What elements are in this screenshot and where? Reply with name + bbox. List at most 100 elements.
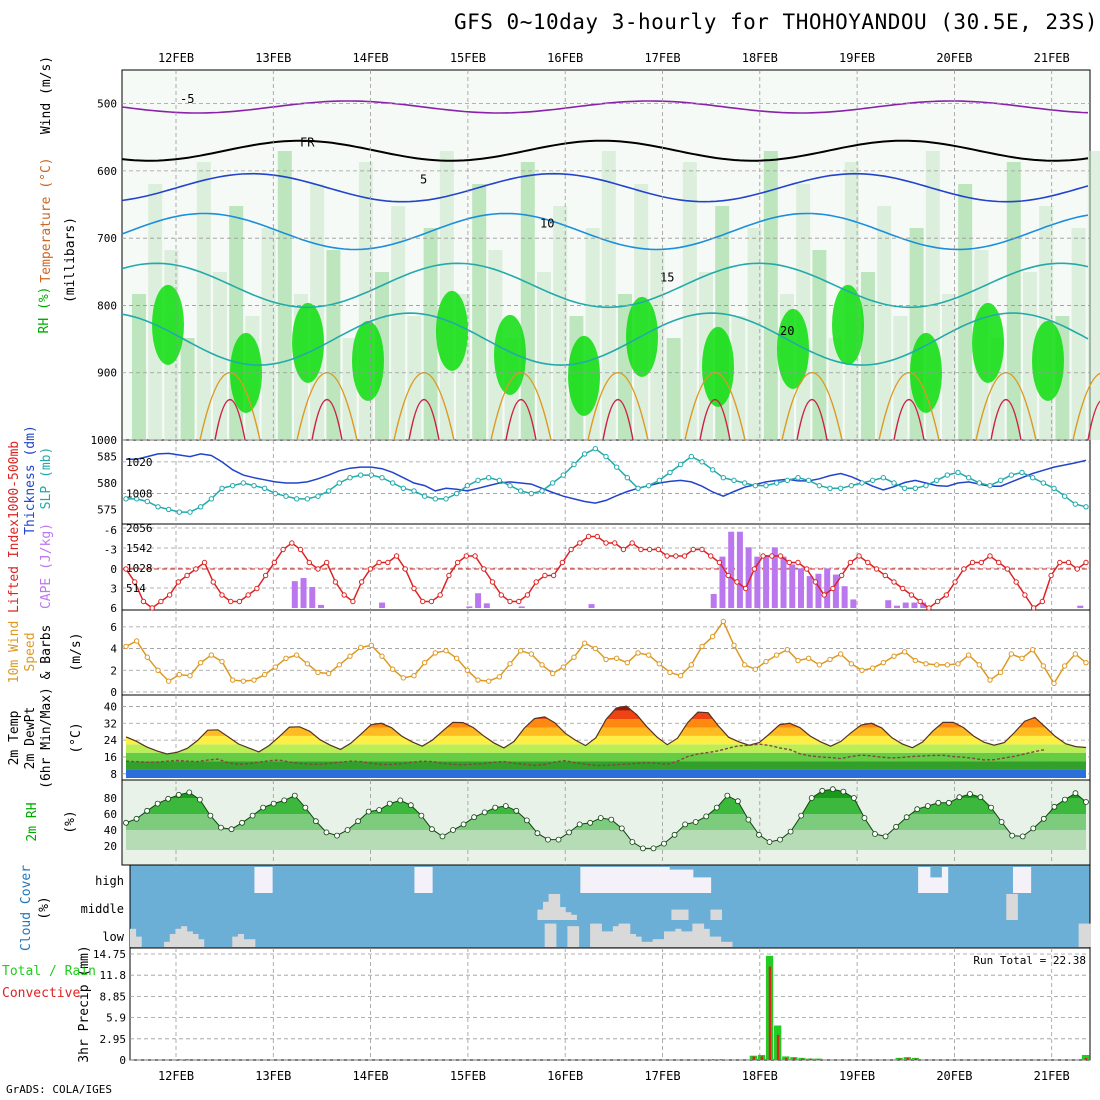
rh-point — [281, 797, 288, 804]
slp-line-point — [464, 482, 471, 489]
slp-line-point — [859, 480, 865, 486]
lifted-index-line-point — [1048, 572, 1054, 579]
lifted-index-line-point — [481, 566, 487, 572]
lifted-index-line-point — [411, 585, 417, 592]
lifted-index-line-point — [690, 546, 696, 553]
slp-line-point — [272, 490, 279, 497]
lifted-index-line-point — [454, 559, 461, 566]
cloud-low-cell — [658, 939, 665, 947]
rh-point — [502, 803, 509, 809]
wind-speed-line-point — [571, 654, 577, 660]
cloud-middle-cell — [671, 909, 678, 920]
warm-contour — [587, 372, 649, 441]
lifted-index-line-point — [228, 598, 234, 605]
rh-shading — [520, 162, 535, 440]
rh-high-patch — [972, 302, 1004, 383]
wind-speed-line-point — [741, 662, 748, 668]
rh-high-patch — [568, 335, 600, 416]
lifted-index-line-point — [664, 553, 670, 559]
lifted-index-line-point — [271, 559, 278, 566]
precip-convective-bar — [752, 1056, 755, 1060]
li-tick: 3 — [110, 583, 117, 596]
slp-line-point — [155, 504, 161, 510]
slp-line-point — [560, 472, 567, 478]
cloud-low-cell — [686, 931, 693, 947]
label-thickness-unit: Thickness (dm) — [23, 425, 38, 535]
slp-line-point — [315, 493, 321, 499]
wind-speed-line-point — [933, 662, 940, 668]
lifted-index-line-point — [358, 579, 365, 585]
wind-speed-line-point — [837, 651, 844, 657]
cape-tick: 1028 — [126, 562, 153, 575]
rh-point — [1062, 796, 1068, 803]
cloud-low-cell — [703, 928, 710, 947]
lifted-index-line-point — [577, 540, 583, 546]
lifted-index-line-point — [385, 559, 391, 566]
cloud-low-cell — [198, 939, 205, 947]
lifted-index-line-point — [795, 559, 801, 566]
lifted-index-line-point — [734, 579, 740, 585]
slp-line-point — [1029, 475, 1036, 481]
rh-point — [924, 803, 931, 809]
slp-line-point — [720, 475, 727, 481]
label-speed: Speed — [23, 632, 38, 671]
rh-point — [260, 804, 267, 811]
lifted-index-line-point — [821, 592, 827, 598]
slp-line-point — [539, 488, 545, 494]
rh-shading — [472, 184, 487, 440]
slp-line-point — [805, 477, 812, 484]
slp-line-point — [709, 467, 716, 473]
cape-bar — [780, 556, 787, 608]
cloud-high-cell — [633, 867, 641, 893]
wind-speed-line-point — [1072, 651, 1079, 657]
cape-bar — [736, 531, 743, 608]
cape-bar — [518, 606, 525, 608]
wind-speed-line-point — [901, 649, 908, 655]
rh-shading — [213, 272, 227, 440]
rh-shading — [1087, 151, 1100, 440]
cape-bar — [824, 568, 831, 608]
rh-point — [745, 816, 752, 823]
rh-tick: 60 — [104, 808, 117, 821]
lifted-index-line-point — [585, 533, 592, 540]
label-cape: CAPE (J/kg) — [39, 523, 54, 609]
rh-point — [608, 816, 615, 823]
cloud-high-cell — [260, 867, 267, 893]
slp-line-point — [869, 477, 876, 484]
cloud-low-cell — [652, 939, 659, 947]
slp-line-point — [325, 488, 332, 494]
rh-point — [154, 800, 161, 807]
lifted-index-line-point — [865, 559, 871, 566]
rh-point — [323, 829, 330, 836]
lifted-index-line-point — [830, 585, 836, 592]
cape-bar — [291, 581, 298, 608]
precip-convective-bar — [760, 1056, 764, 1060]
date-tick-top: 16FEB — [547, 51, 583, 65]
cloud-low-cell — [675, 928, 682, 947]
wind-speed-line-point — [720, 618, 727, 625]
cape-bar — [798, 568, 804, 608]
rh-point — [429, 826, 435, 833]
rh-high-patch — [702, 326, 734, 407]
lifted-index-line-point — [568, 546, 574, 553]
cloud-high-cell — [639, 867, 646, 893]
rh-point — [439, 833, 446, 840]
cape-bar — [885, 600, 892, 608]
slp-line-point — [304, 496, 311, 502]
slp-line-point — [411, 488, 417, 494]
wind-speed-line-point — [293, 652, 300, 658]
temp-contour — [121, 139, 1089, 162]
slp-line-point — [549, 480, 556, 486]
lifted-index-line-point — [516, 598, 522, 605]
rh-high-patch — [910, 332, 942, 413]
temp-tick: 32 — [104, 717, 117, 730]
lifted-index-line-point — [393, 553, 400, 559]
cape-bar — [771, 547, 778, 608]
wind-speed-line-point — [528, 651, 535, 657]
wind-speed-line-point — [272, 664, 279, 670]
rh-shading — [666, 338, 681, 440]
cloud-low-cell — [130, 928, 137, 947]
lifted-index-line-point — [900, 585, 906, 592]
wind-speed-line-point — [613, 655, 620, 662]
